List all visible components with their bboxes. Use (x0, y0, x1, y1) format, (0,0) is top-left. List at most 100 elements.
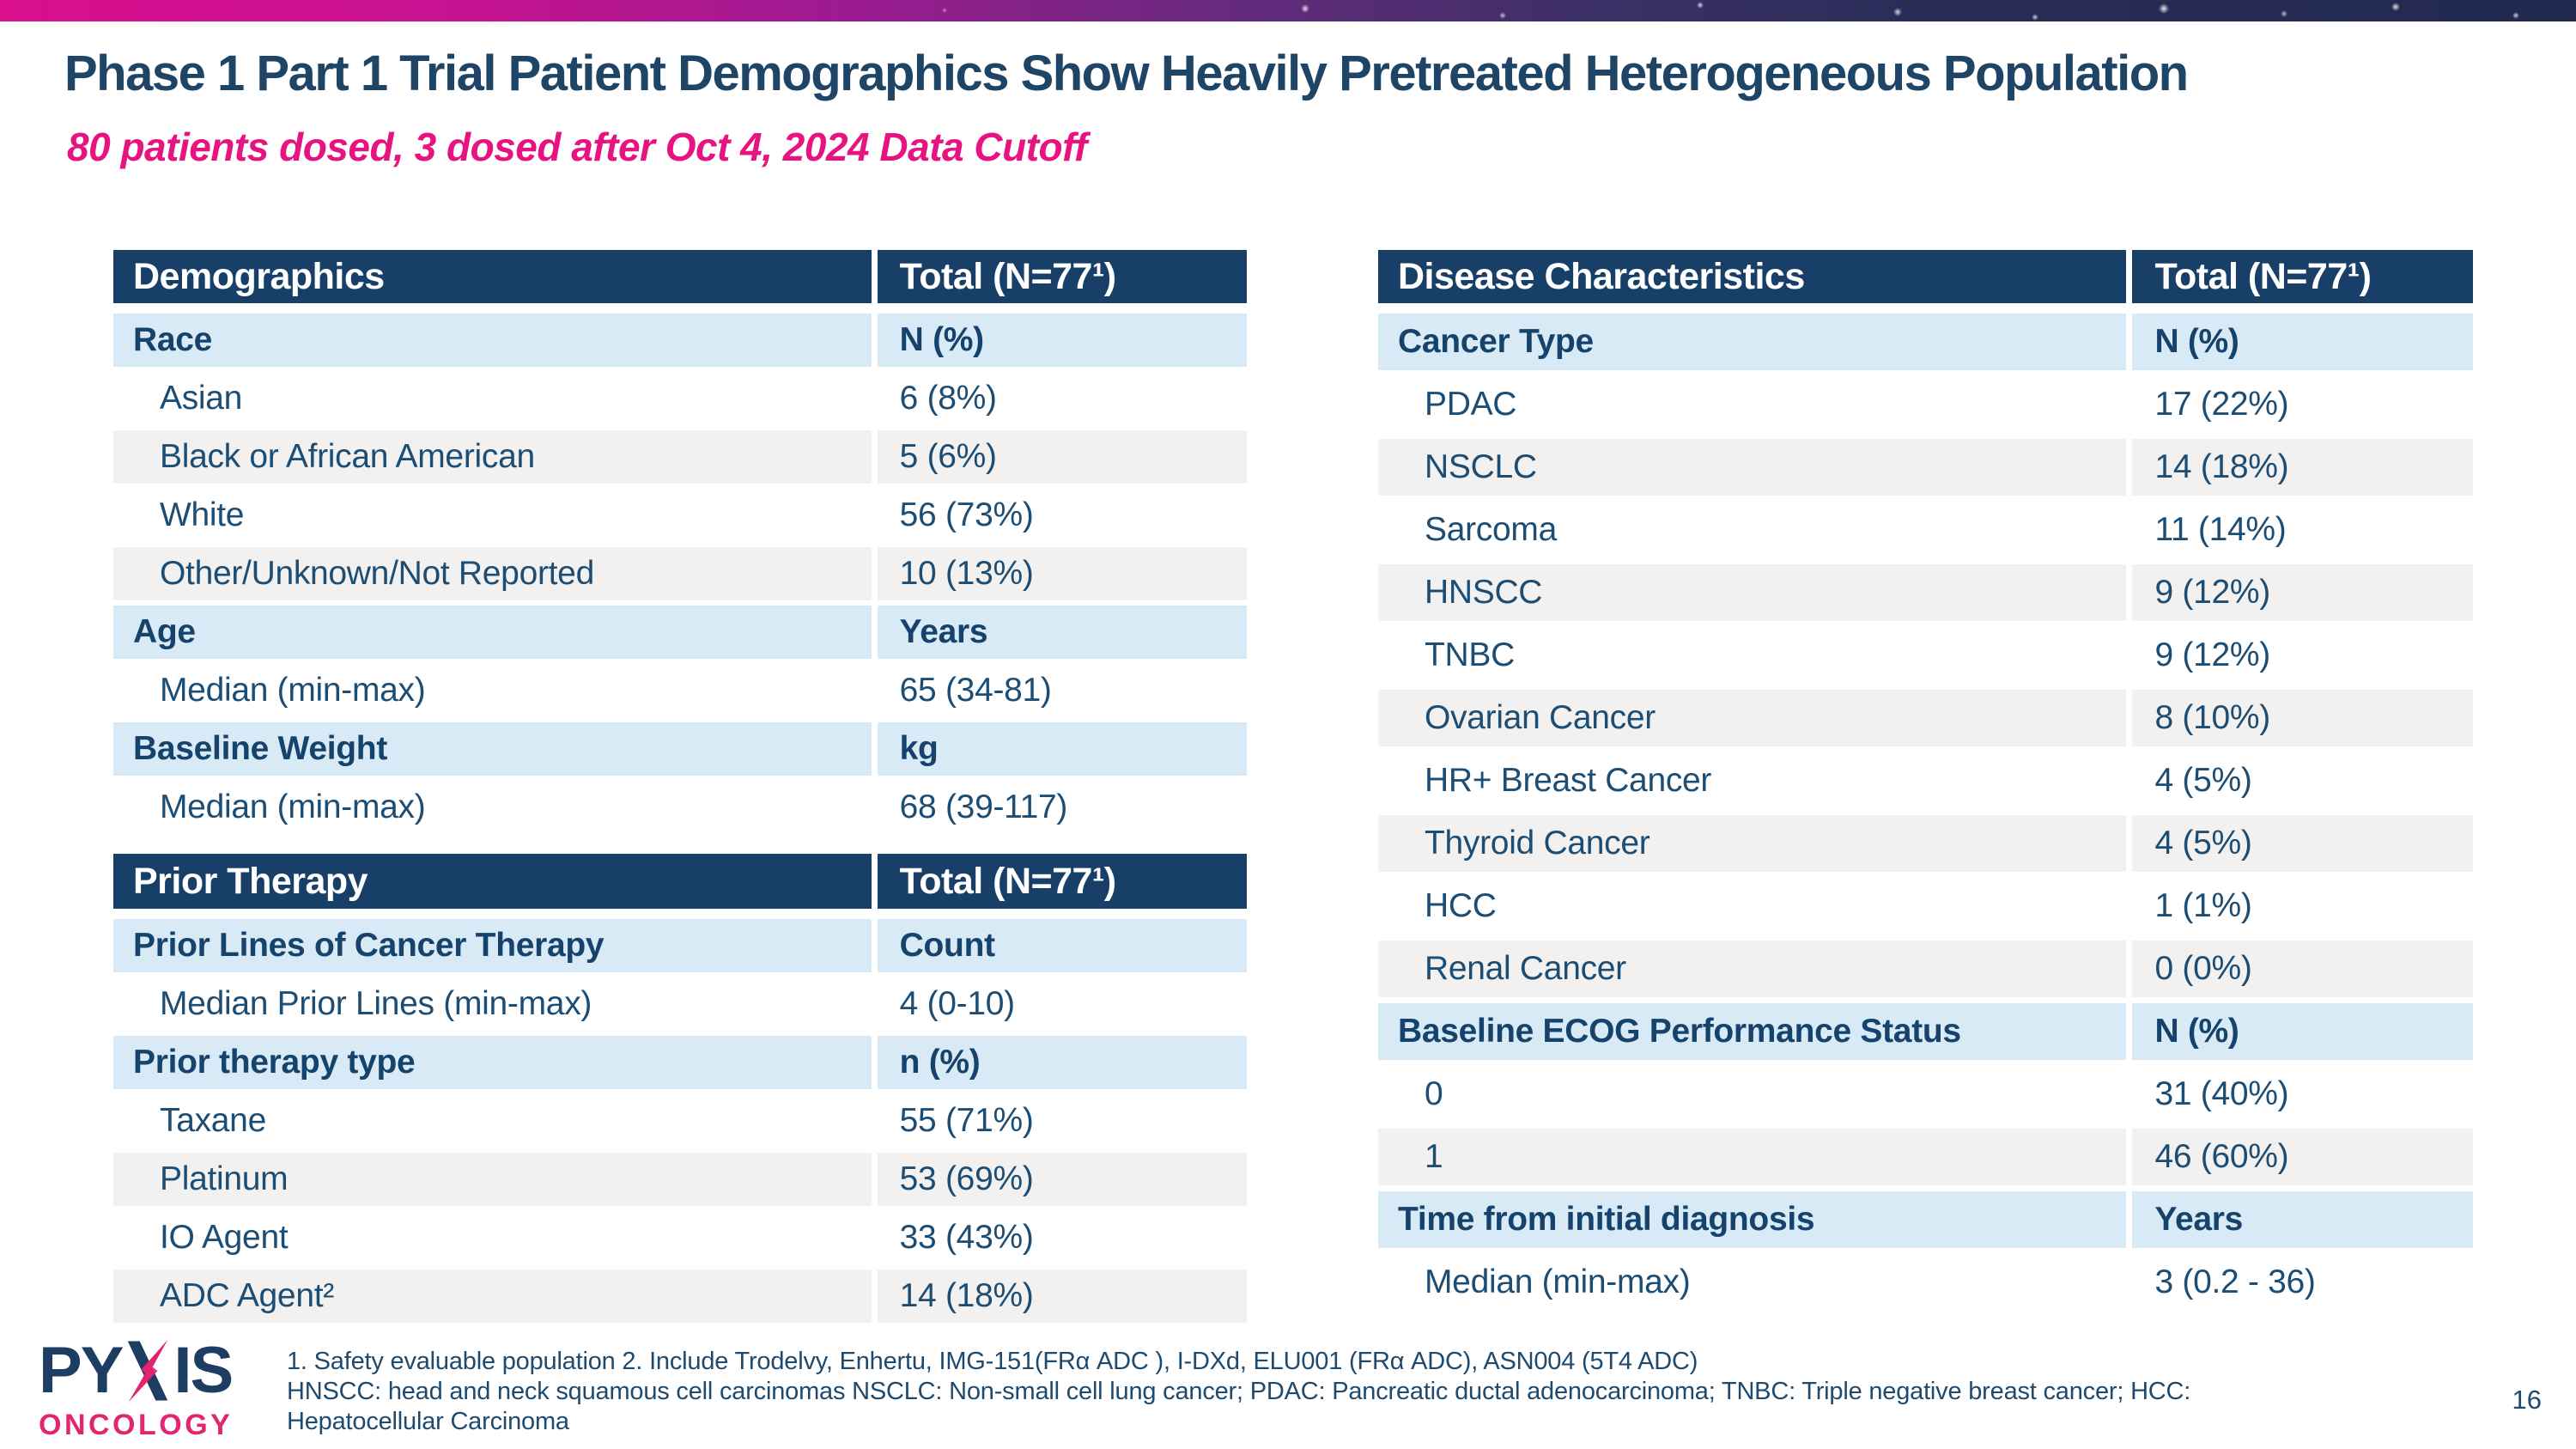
row-label-cell: Platinum (113, 1153, 878, 1206)
row-label-cell: 0 (1378, 1066, 2133, 1123)
row-label-cell: PDAC (1378, 376, 2133, 433)
table-header-title: Disease Characteristics (1378, 250, 2133, 303)
table-row: HR+ Breast Cancer 4 (5%) (1378, 752, 2473, 809)
table-header-total: Total (N=77¹) (899, 860, 1116, 902)
table-row: HNSCC 9 (12%) (1378, 564, 2473, 621)
footnote-line: HNSCC: head and neck squamous cell carci… (287, 1378, 2191, 1405)
table-header-row: Prior Therapy Total (N=77¹) (113, 854, 1247, 909)
table-row: White 56 (73%) (113, 489, 1247, 542)
row-value-cell: 14 (18%) (899, 1277, 1034, 1314)
row-value-cell: 4 (0-10) (899, 985, 1015, 1022)
row-label-cell: Age (113, 606, 878, 659)
row-label-cell: Taxane (113, 1094, 878, 1148)
row-label-cell: Prior Lines of Cancer Therapy (113, 919, 878, 972)
row-value-cell: 53 (69%) (899, 1160, 1034, 1197)
table-row: HCC 1 (1%) (1378, 878, 2473, 935)
row-label-cell: Median Prior Lines (min-max) (113, 977, 878, 1031)
row-label-cell: Prior therapy type (113, 1036, 878, 1089)
table-row: Median (min-max) 3 (0.2 - 36) (1378, 1254, 2473, 1311)
row-label-cell: Asian (113, 372, 878, 425)
row-label-cell: 1 (1378, 1129, 2133, 1185)
table-row: Renal Cancer 0 (0%) (1378, 941, 2473, 997)
row-value-cell: 5 (6%) (899, 438, 997, 475)
row-label-cell: Median (min-max) (1378, 1254, 2133, 1311)
footnote-line: 1. Safety evaluable population 2. Includ… (287, 1348, 1698, 1375)
row-value-cell: kg (899, 730, 939, 767)
table-header-row: Disease Characteristics Total (N=77¹) (1378, 250, 2473, 303)
table-row: Median Prior Lines (min-max) 4 (0-10) (113, 977, 1247, 1031)
table-row: Median (min-max) 65 (34-81) (113, 664, 1247, 717)
footnotes: 1. Safety evaluable population 2. Includ… (287, 1347, 2190, 1437)
table-header-title: Demographics (113, 250, 878, 303)
table-row: Baseline Weight kg (113, 722, 1247, 776)
table-header-row: Demographics Total (N=77¹) (113, 250, 1247, 303)
row-value-cell: 9 (12%) (2154, 636, 2270, 673)
row-value-cell: 46 (60%) (2154, 1138, 2289, 1175)
row-value-cell: 9 (12%) (2154, 574, 2270, 611)
table-row: Cancer Type N (%) (1378, 314, 2473, 370)
logo-text-is: IS (173, 1333, 234, 1407)
table-row: Asian 6 (8%) (113, 372, 1247, 425)
row-label-cell: ADC Agent² (113, 1269, 878, 1323)
row-label-cell: HCC (1378, 878, 2133, 935)
table-row: PDAC 17 (22%) (1378, 376, 2473, 433)
table-row: Prior Lines of Cancer Therapy Count (113, 919, 1247, 972)
disease-characteristics-table: Disease Characteristics Total (N=77¹) Ca… (1378, 250, 2473, 1317)
table-row: Prior therapy type n (%) (113, 1036, 1247, 1089)
row-value-cell: 68 (39-117) (899, 788, 1068, 825)
table-row: Taxane 55 (71%) (113, 1094, 1247, 1148)
table-row: Sarcoma 11 (14%) (1378, 502, 2473, 558)
row-value-cell: 65 (34-81) (899, 672, 1052, 709)
row-label-cell: TNBC (1378, 627, 2133, 684)
table-header-total: Total (N=77¹) (2154, 255, 2372, 297)
logo-oncology-text: ONCOLOGY (39, 1409, 234, 1441)
row-label-cell: Other/Unknown/Not Reported (113, 547, 878, 600)
row-value-cell: n (%) (899, 1044, 981, 1081)
row-label-cell: White (113, 489, 878, 542)
demographics-table: Demographics Total (N=77¹) Race N (%) Asia… (113, 250, 1247, 839)
row-label-cell: Baseline ECOG Performance Status (1378, 1003, 2133, 1060)
row-value-cell: N (%) (2154, 1013, 2239, 1050)
row-label-cell: Baseline Weight (113, 722, 878, 776)
logo-x-icon (128, 1340, 168, 1402)
row-value-cell: Count (899, 927, 995, 964)
table-row: TNBC 9 (12%) (1378, 627, 2473, 684)
row-label-cell: Cancer Type (1378, 314, 2133, 370)
table-row: 0 31 (40%) (1378, 1066, 2473, 1123)
row-label-cell: HR+ Breast Cancer (1378, 752, 2133, 809)
row-value-cell: 55 (71%) (899, 1102, 1034, 1139)
row-label-cell: HNSCC (1378, 564, 2133, 621)
table-row: Baseline ECOG Performance Status N (%) (1378, 1003, 2473, 1060)
row-label-cell: IO Agent (113, 1211, 878, 1264)
row-value-cell: 31 (40%) (2154, 1075, 2289, 1112)
row-label-cell: Renal Cancer (1378, 941, 2133, 997)
table-row: Thyroid Cancer 4 (5%) (1378, 815, 2473, 872)
row-value-cell: 56 (73%) (899, 496, 1034, 533)
row-label-cell: Time from initial diagnosis (1378, 1191, 2133, 1248)
page-title: Phase 1 Part 1 Trial Patient Demographic… (64, 46, 2189, 101)
table-row: Platinum 53 (69%) (113, 1153, 1247, 1206)
row-label-cell: Race (113, 314, 878, 367)
logo-wordmark: PY IS (39, 1333, 253, 1407)
table-header-title: Prior Therapy (113, 854, 878, 909)
row-label-cell: Ovarian Cancer (1378, 690, 2133, 746)
table-row: IO Agent 33 (43%) (113, 1211, 1247, 1264)
row-value-cell: N (%) (2154, 323, 2239, 360)
table-row: Other/Unknown/Not Reported 10 (13%) (113, 547, 1247, 600)
pyxis-oncology-logo: PY IS ONCOLOGY (39, 1333, 253, 1442)
row-label-cell: Thyroid Cancer (1378, 815, 2133, 872)
row-value-cell: 4 (5%) (2154, 762, 2252, 799)
row-value-cell: 0 (0%) (2154, 950, 2252, 987)
row-value-cell: 17 (22%) (2154, 386, 2289, 423)
logo-x-compass-icon (123, 1340, 173, 1402)
row-value-cell: 6 (8%) (899, 380, 997, 417)
table-row: Median (min-max) 68 (39-117) (113, 781, 1247, 834)
table-row: Age Years (113, 606, 1247, 659)
row-label-cell: NSCLC (1378, 439, 2133, 496)
row-value-cell: 8 (10%) (2154, 699, 2270, 736)
row-label-cell: Median (min-max) (113, 781, 878, 834)
row-value-cell: 10 (13%) (899, 555, 1034, 592)
row-value-cell: 33 (43%) (899, 1219, 1034, 1256)
table-row: ADC Agent² 14 (18%) (113, 1269, 1247, 1323)
